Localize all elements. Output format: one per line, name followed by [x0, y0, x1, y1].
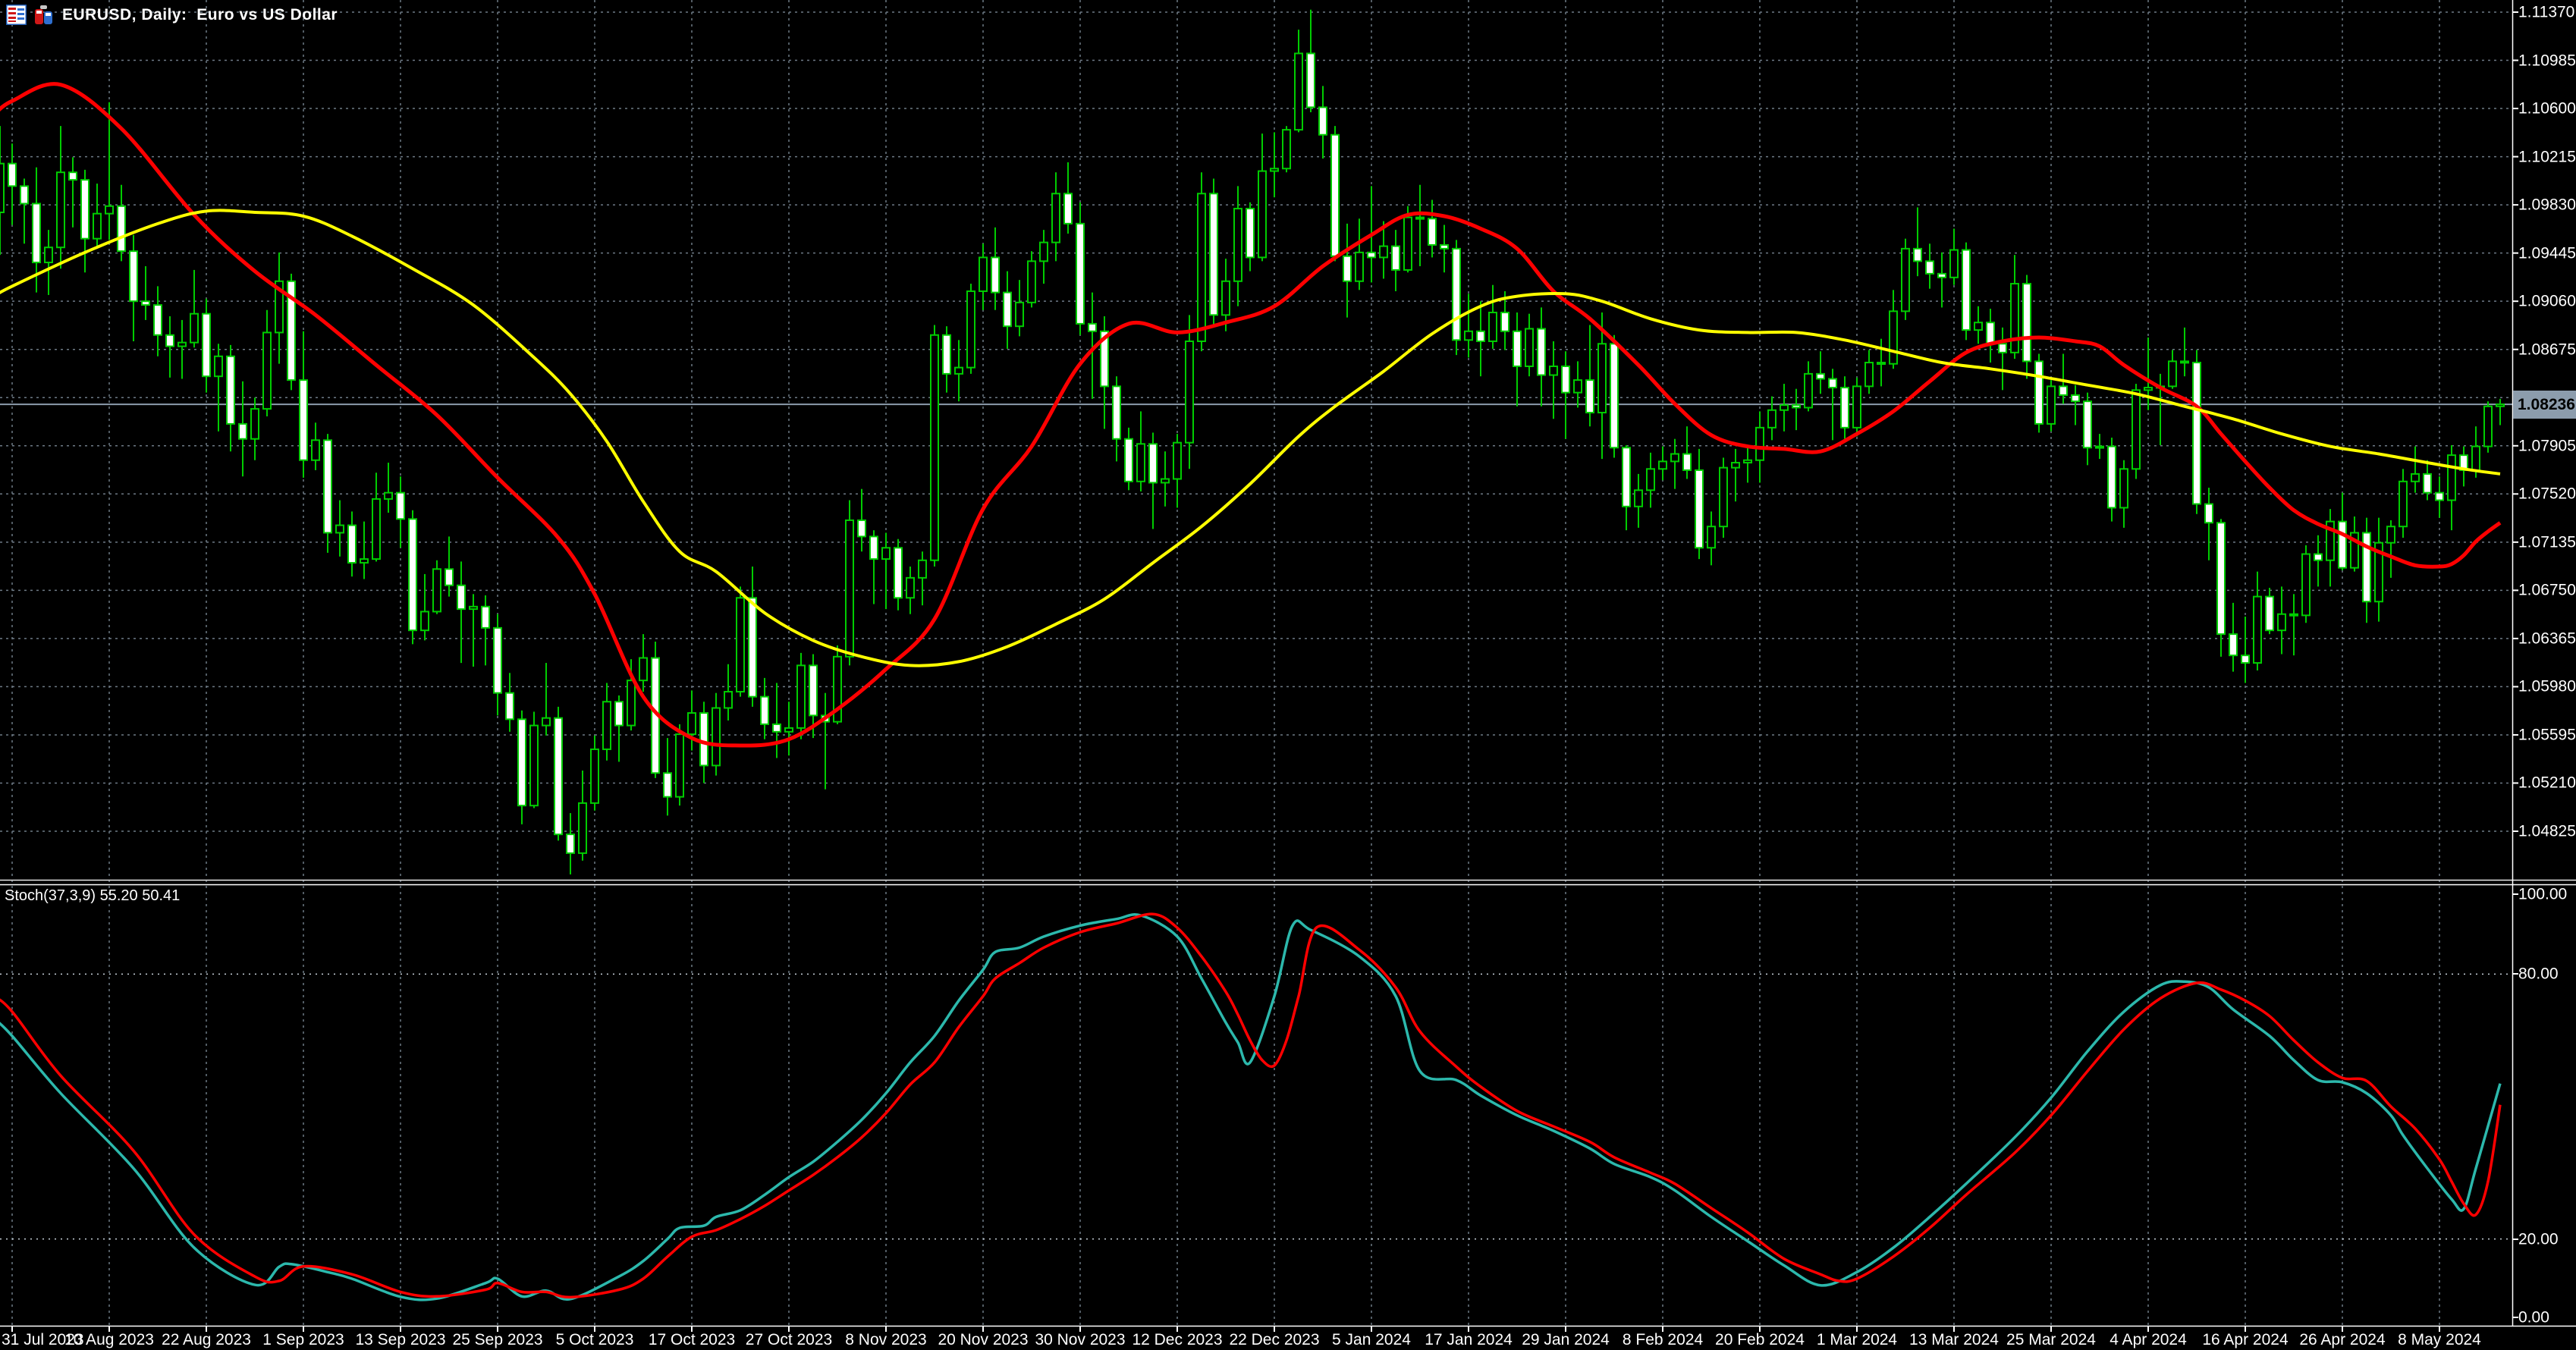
date-axis-label: 22 Aug 2023: [162, 1331, 251, 1348]
chart-title-bar: EURUSD, Daily: Euro vs US Dollar: [5, 3, 338, 27]
stochastic-lines: [0, 912, 2502, 1301]
date-axis-label: 10 Aug 2023: [64, 1331, 154, 1348]
price-axis-label: 1.11370: [2518, 3, 2575, 21]
stoch-axis-label: 100.00: [2518, 885, 2568, 903]
date-axis-label: 16 Apr 2024: [2202, 1331, 2289, 1348]
date-axis-label: 5 Jan 2024: [1332, 1331, 1411, 1348]
stoch-axis-label: 0.00: [2518, 1308, 2549, 1326]
ma-slow-yellow: [0, 209, 2501, 667]
price-axis-label: 1.10215: [2518, 148, 2576, 166]
price-axis-label: 1.07905: [2518, 437, 2576, 455]
candles: [0, 9, 2505, 874]
date-axis-label: 1 Sep 2023: [262, 1331, 344, 1348]
chart-bars-icon: [34, 5, 55, 25]
chart-title: EURUSD, Daily: Euro vs US Dollar: [62, 5, 338, 24]
date-axis-label: 30 Nov 2023: [1035, 1331, 1126, 1348]
date-axis-label: 12 Dec 2023: [1132, 1331, 1223, 1348]
date-axis-label: 25 Mar 2024: [2006, 1331, 2096, 1348]
date-axis-label: 22 Dec 2023: [1229, 1331, 1320, 1348]
price-axis-label: 1.08675: [2518, 341, 2576, 359]
date-axis-label: 5 Oct 2023: [555, 1331, 634, 1348]
price-axis-label: 1.04825: [2518, 822, 2576, 840]
date-axis-label: 29 Jan 2024: [1522, 1331, 1610, 1348]
price-axis-label: 1.05210: [2518, 774, 2576, 792]
date-axis-label: 8 Nov 2023: [845, 1331, 927, 1348]
date-axis-label: 20 Nov 2023: [938, 1331, 1029, 1348]
date-axis-label: 8 May 2024: [2398, 1331, 2481, 1348]
date-axis-label: 25 Sep 2023: [452, 1331, 543, 1348]
price-axis-label: 1.07135: [2518, 533, 2576, 551]
stochastic-indicator-label: Stoch(37,3,9) 55.20 50.41: [5, 887, 181, 904]
price-axis-label: 1.10985: [2518, 52, 2576, 70]
price-axis-label: 1.09445: [2518, 244, 2576, 262]
date-axis-label: 13 Sep 2023: [355, 1331, 446, 1348]
date-axis-label: 26 Apr 2024: [2299, 1331, 2386, 1348]
ma-fast-red: [0, 82, 2502, 748]
stoch-axis-label: 80.00: [2518, 965, 2559, 983]
date-axis-label: 17 Jan 2024: [1425, 1331, 1513, 1348]
price-axis-label: 1.05595: [2518, 726, 2576, 744]
current-price-tag: 1.08236: [2513, 391, 2576, 419]
stoch-axis-label: 20.00: [2518, 1230, 2559, 1248]
price-axis-label: 1.07520: [2518, 485, 2576, 503]
price-axis-label: 1.09830: [2518, 196, 2576, 214]
date-axis-label: 1 Mar 2024: [1816, 1331, 1898, 1348]
date-axis-label: 8 Feb 2024: [1622, 1331, 1704, 1348]
price-axis-label: 1.06365: [2518, 629, 2576, 648]
terminal-list-icon: [5, 3, 28, 27]
price-axis-label: 1.06750: [2518, 581, 2576, 599]
price-axis-label: 1.10600: [2518, 99, 2576, 118]
price-axis-label: 1.09060: [2518, 292, 2576, 310]
date-axis-label: 27 Oct 2023: [745, 1331, 833, 1348]
date-axis-label: 4 Apr 2024: [2109, 1331, 2187, 1348]
date-axis-label: 31 Jul 2023: [2, 1331, 84, 1348]
date-axis-label: 13 Mar 2024: [1909, 1331, 1999, 1348]
price-axis-label: 1.05980: [2518, 677, 2576, 695]
date-axis-label: 20 Feb 2024: [1715, 1331, 1805, 1348]
date-axis-label: 17 Oct 2023: [648, 1331, 736, 1348]
